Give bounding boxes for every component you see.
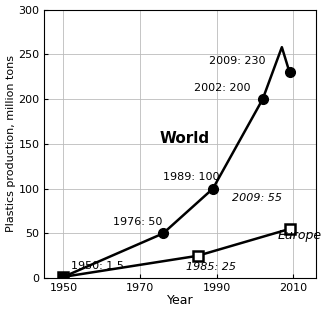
Text: Europe: Europe	[278, 229, 322, 242]
Y-axis label: Plastics production, million tons: Plastics production, million tons	[6, 55, 16, 232]
Text: 2009: 55: 2009: 55	[232, 193, 282, 203]
Text: 2002: 200: 2002: 200	[194, 83, 250, 93]
Text: 1989: 100: 1989: 100	[163, 172, 219, 182]
X-axis label: Year: Year	[167, 295, 194, 307]
Text: 1950: 1.5: 1950: 1.5	[71, 261, 124, 271]
Text: 2009: 230: 2009: 230	[209, 56, 266, 66]
Text: 1985: 25: 1985: 25	[186, 262, 236, 272]
Text: World: World	[159, 131, 209, 146]
Text: 1976: 50: 1976: 50	[113, 217, 163, 227]
